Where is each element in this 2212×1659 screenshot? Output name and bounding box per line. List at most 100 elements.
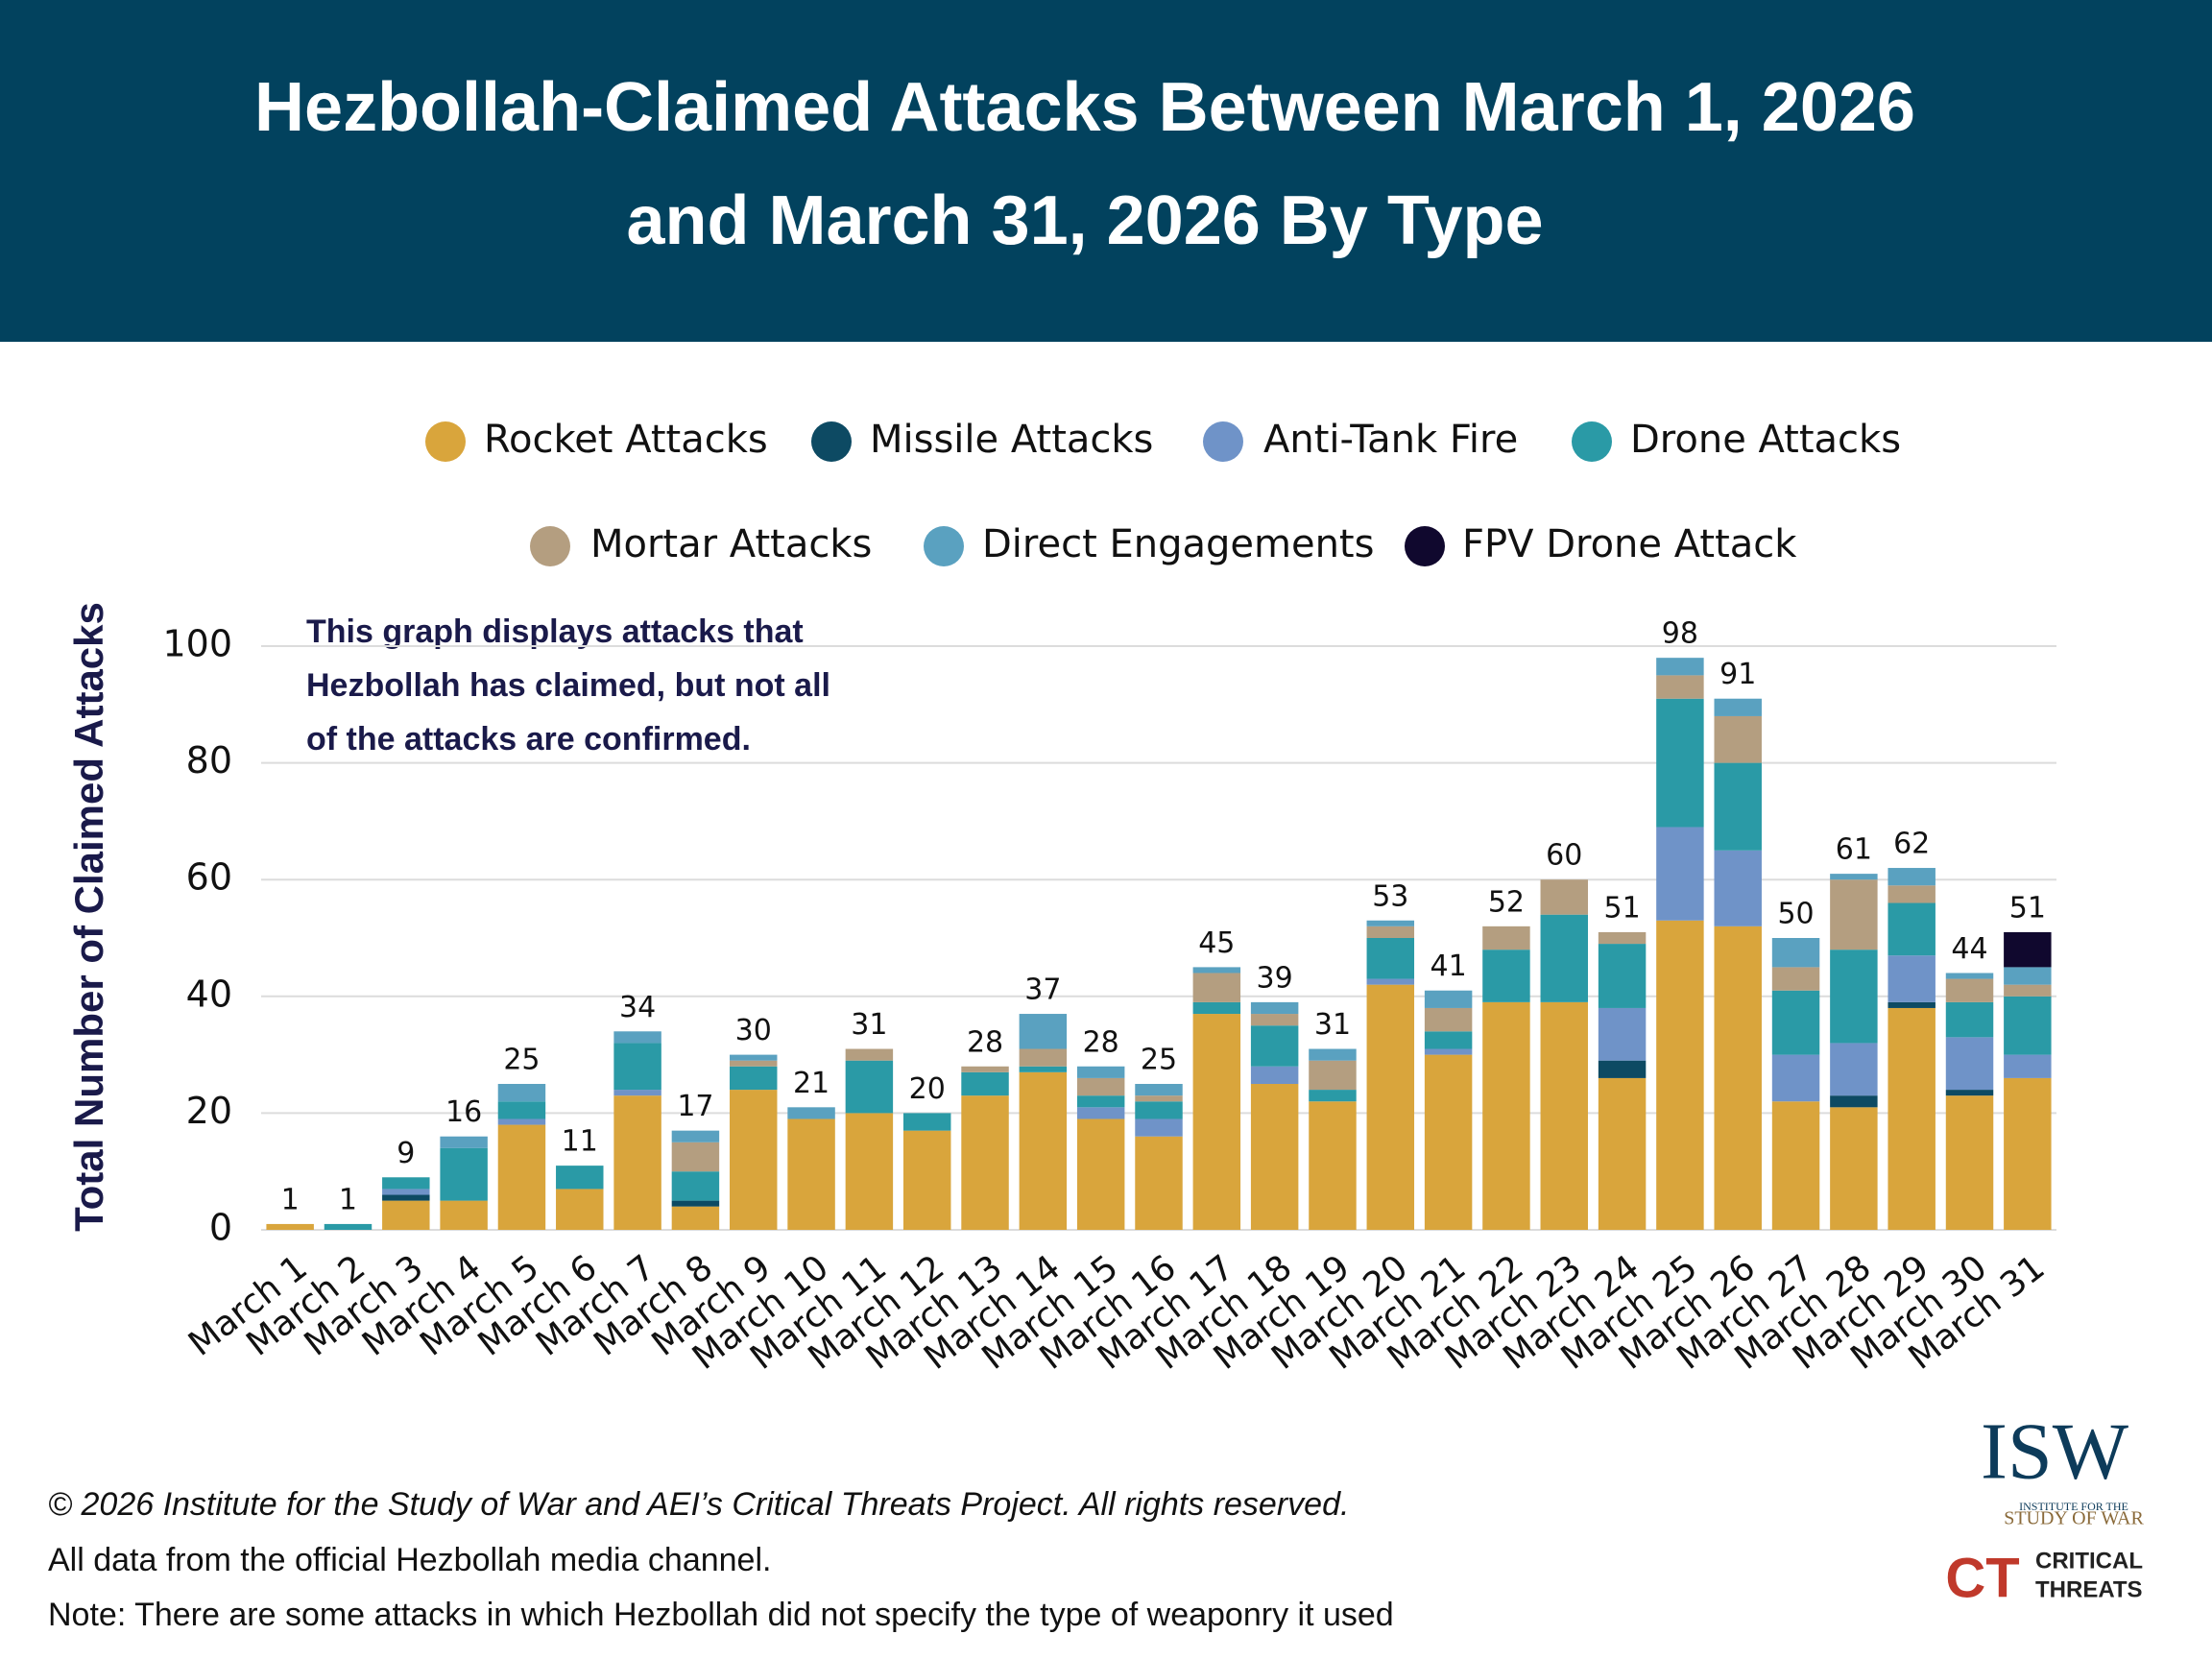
- bar-segment: [1135, 1095, 1183, 1102]
- total-label: 51: [1603, 891, 1640, 925]
- bar-segment: [1192, 967, 1241, 974]
- isw-logo-sub: INSTITUTE FOR THE: [2019, 1500, 2128, 1513]
- bar-segment: [440, 1147, 488, 1201]
- bar-segment: [1830, 1107, 1878, 1230]
- bar-segment: [556, 1166, 604, 1190]
- bar-segment: [1076, 1107, 1125, 1119]
- total-label: 9: [397, 1137, 415, 1170]
- total-label: 25: [503, 1044, 540, 1077]
- bar-segment: [730, 1090, 778, 1230]
- total-label: 45: [1198, 926, 1235, 960]
- total-label: 28: [1083, 1025, 1119, 1059]
- bar-segment: [1192, 1014, 1241, 1230]
- chart-title: and March 31, 2026 By Type: [626, 182, 1543, 259]
- chart-title: Hezbollah-Claimed Attacks Between March …: [254, 69, 1915, 146]
- total-label: 30: [735, 1014, 772, 1047]
- total-label: 98: [1662, 617, 1698, 651]
- bar-segment: [1076, 1066, 1125, 1078]
- bar-segment: [1887, 902, 1936, 956]
- bar-segment: [671, 1200, 720, 1207]
- total-label: 62: [1893, 828, 1930, 861]
- bar-segment: [1250, 1084, 1299, 1230]
- legend-label: Direct Engagements: [982, 522, 1374, 566]
- total-label: 28: [967, 1025, 1003, 1059]
- bar-segment: [1830, 879, 1878, 950]
- bar-segment: [961, 1095, 1009, 1230]
- bar-segment: [613, 1090, 661, 1096]
- bar-segment: [1830, 1043, 1878, 1096]
- total-label: 20: [909, 1072, 946, 1106]
- bar-segment: [1019, 1071, 1068, 1230]
- total-label: 52: [1488, 885, 1525, 919]
- bar-segment: [613, 1031, 661, 1044]
- legend-marker: [924, 526, 964, 566]
- bar-segment: [845, 1048, 894, 1061]
- bar-segment: [1366, 920, 1415, 926]
- bar-segment: [1540, 1001, 1588, 1230]
- bar-segment: [1250, 1001, 1299, 1015]
- bar-segment: [1482, 950, 1530, 1002]
- bar-segment: [1656, 920, 1704, 1230]
- bar-segment: [1830, 1095, 1878, 1108]
- bar-segment: [497, 1124, 546, 1230]
- legend-marker: [1405, 526, 1445, 566]
- bar-segment: [1076, 1118, 1125, 1230]
- bar-segment: [1019, 1048, 1068, 1067]
- bar-segment: [1656, 675, 1704, 699]
- bar-segment: [1771, 1054, 1820, 1102]
- bar-segment: [1250, 1025, 1299, 1067]
- bar-segment: [2004, 931, 2052, 968]
- bar-segment: [1887, 868, 1936, 886]
- bar-segment: [1250, 1066, 1299, 1084]
- bar-segment: [2004, 1054, 2052, 1078]
- bar-segment: [1135, 1136, 1183, 1230]
- total-label: 50: [1777, 898, 1814, 931]
- legend-label: Drone Attacks: [1630, 418, 1901, 462]
- bar-segment: [613, 1095, 661, 1230]
- bar-segment: [730, 1060, 778, 1067]
- total-label: 1: [281, 1183, 300, 1216]
- bar-segment: [2004, 967, 2052, 985]
- header-band: [0, 0, 2212, 342]
- bar-segment: [1830, 950, 1878, 1044]
- bar-segment: [1135, 1101, 1183, 1119]
- legend-label: Rocket Attacks: [484, 418, 768, 462]
- bar-segment: [1076, 1095, 1125, 1108]
- bar-segment: [1945, 973, 1994, 979]
- legend-label: Mortar Attacks: [590, 522, 872, 566]
- bar-segment: [671, 1206, 720, 1230]
- annotation: of the attacks are confirmed.: [306, 721, 751, 757]
- bar-segment: [1482, 926, 1530, 950]
- bar-segment: [1192, 973, 1241, 1002]
- bar-segment: [1192, 1001, 1241, 1015]
- bar-segment: [671, 1171, 720, 1201]
- total-label: 11: [562, 1125, 598, 1159]
- total-label: 51: [2009, 891, 2046, 925]
- bar-segment: [440, 1200, 488, 1230]
- total-label: 16: [445, 1095, 482, 1129]
- bar-segment: [1714, 715, 1762, 763]
- y-axis-label: Total Number of Claimed Attacks: [66, 602, 111, 1232]
- y-tick-label: 60: [186, 856, 232, 899]
- bar-segment: [382, 1189, 430, 1195]
- bar-segment: [1656, 698, 1704, 828]
- bar-segment: [1366, 938, 1415, 979]
- bar-segment: [1887, 1001, 1936, 1008]
- legend-marker: [1572, 421, 1612, 462]
- bar-segment: [902, 1113, 951, 1131]
- bar-segment: [671, 1130, 720, 1142]
- total-label: 53: [1372, 879, 1408, 913]
- bar-segment: [1250, 1014, 1299, 1026]
- y-tick-label: 0: [209, 1207, 232, 1249]
- bar-segment: [1019, 1014, 1068, 1049]
- y-tick-label: 20: [186, 1090, 232, 1132]
- footer-note: All data from the official Hezbollah med…: [48, 1542, 771, 1578]
- legend-label: FPV Drone Attack: [1462, 522, 1797, 566]
- y-tick-label: 40: [186, 973, 232, 1015]
- bar-segment: [1366, 926, 1415, 938]
- bar-segment: [440, 1136, 488, 1148]
- bar-segment: [1076, 1077, 1125, 1096]
- bar-segment: [1945, 978, 1994, 1002]
- bar-segment: [1309, 1101, 1357, 1230]
